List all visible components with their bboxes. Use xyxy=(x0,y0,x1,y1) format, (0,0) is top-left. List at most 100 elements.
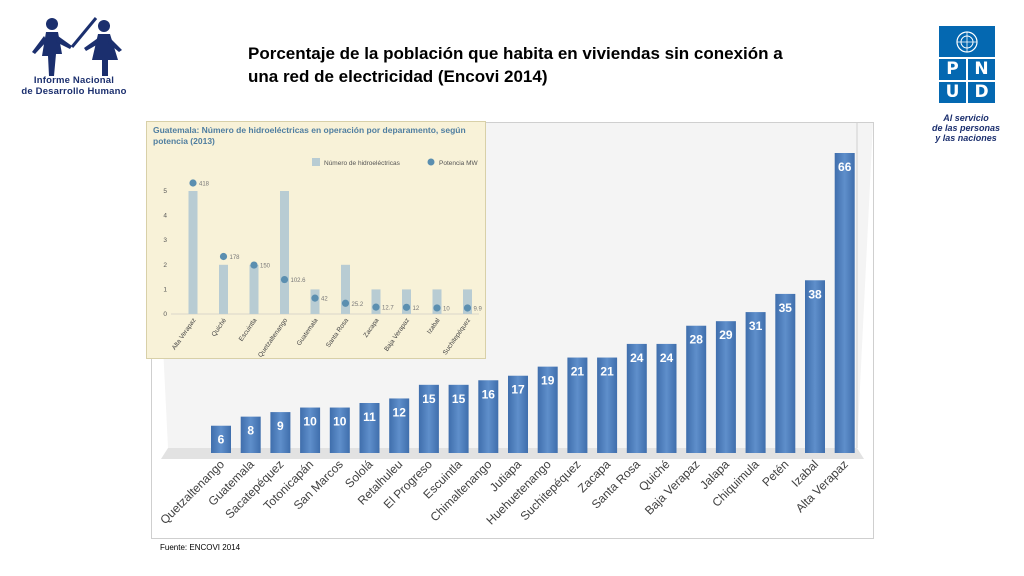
bar-value-label: 24 xyxy=(630,351,644,365)
bar-santa-rosa xyxy=(626,343,647,453)
inset-y-tick: 2 xyxy=(163,262,167,269)
bar-quetzaltenango xyxy=(211,425,231,453)
inset-y-tick: 4 xyxy=(163,213,167,220)
bar-zacapa xyxy=(597,357,618,453)
bar-value-label: 29 xyxy=(719,328,733,342)
inset-category-label: Zacapa xyxy=(362,317,380,339)
bar-chimaltenango xyxy=(478,380,499,453)
inset-bar xyxy=(432,289,442,314)
inset-point-label: 178 xyxy=(230,255,241,261)
bar-value-label: 6 xyxy=(218,433,225,447)
inset-point xyxy=(341,299,350,307)
bar-value-label: 28 xyxy=(690,333,704,347)
inset-category-label: Izabal xyxy=(426,317,442,336)
bar-value-label: 24 xyxy=(660,351,674,365)
inset-bar xyxy=(188,191,198,314)
informe-nacional-logo: Informe Nacional de Desarrollo Humano xyxy=(18,14,130,100)
un-emblem xyxy=(939,26,995,57)
inset-point-label: 9.9 xyxy=(474,306,483,312)
inset-point xyxy=(433,304,441,312)
bar-jutiapa xyxy=(508,375,528,453)
legend-label-dots: Potencia MW xyxy=(439,160,479,167)
bar-value-label: 38 xyxy=(808,287,822,301)
inset-point xyxy=(402,303,411,311)
inset-point xyxy=(463,304,472,312)
pnud-letter-p: P xyxy=(939,59,966,80)
bar-huehuetenango xyxy=(537,366,558,453)
bar-value-label: 10 xyxy=(303,415,317,429)
inset-point xyxy=(311,294,319,302)
bar-quiché xyxy=(656,343,677,453)
bar-totonicapán xyxy=(300,407,321,453)
inset-point-label: 25.2 xyxy=(352,302,364,308)
bar-retalhuleu xyxy=(389,398,410,453)
inset-bar xyxy=(402,289,411,314)
bar-value-label: 19 xyxy=(541,374,555,388)
inset-y-tick: 5 xyxy=(163,188,167,195)
inset-point-label: 10 xyxy=(443,306,450,312)
bar-alta-verapaz xyxy=(834,153,855,453)
bar-sacatepéquez xyxy=(270,412,291,453)
inset-category-label: Quetzaltenango xyxy=(257,317,289,358)
bar-guatemala xyxy=(240,416,261,453)
inset-category-label: Escuintla xyxy=(238,317,259,343)
bar-value-label: 16 xyxy=(482,387,496,401)
pnud-logo: P N U D xyxy=(939,26,995,103)
bar-value-label: 15 xyxy=(452,392,466,406)
bar-value-label: 12 xyxy=(393,405,407,419)
bar-baja-verapaz xyxy=(686,325,707,453)
pnud-tagline-2: de las personas xyxy=(931,123,1001,133)
inset-point xyxy=(219,252,228,261)
inset-bar xyxy=(463,289,472,314)
inset-point-label: 42 xyxy=(321,297,328,303)
bar-jalapa xyxy=(715,321,736,453)
inset-bar xyxy=(280,191,289,314)
inset-point-label: 418 xyxy=(199,182,210,188)
bar-value-label: 35 xyxy=(779,301,793,315)
bar-value-label: 10 xyxy=(333,415,347,429)
bar-value-label: 31 xyxy=(749,319,763,333)
legend-label-bars: Número de hidroeléctricas xyxy=(324,160,401,167)
inset-bar xyxy=(249,264,259,314)
bar-el-progreso xyxy=(418,384,439,453)
inset-category-label: Quiché xyxy=(211,317,229,338)
pnud-tagline-1: Al servicio xyxy=(943,113,989,123)
inset-y-tick: 3 xyxy=(163,237,167,244)
bar-suchitepéquez xyxy=(567,357,588,453)
bar-san-marcos xyxy=(329,407,350,453)
hydro-inset-chart: Guatemala: Número de hidroeléctricas en … xyxy=(146,121,486,359)
bar-sololá xyxy=(359,403,380,453)
pnud-tagline-3: y las naciones xyxy=(935,133,997,143)
pnud-letter-u: U xyxy=(939,82,966,103)
inset-point-label: 12.7 xyxy=(382,306,394,312)
inset-bar xyxy=(341,264,350,314)
pnud-letter-n: N xyxy=(968,59,995,80)
inset-category-label: Alta Verapaz xyxy=(171,317,198,351)
bar-value-label: 66 xyxy=(838,160,852,174)
inset-point-label: 102.6 xyxy=(291,278,307,284)
bar-value-label: 15 xyxy=(422,392,436,406)
inset-point xyxy=(372,303,380,311)
bar-chiquimula xyxy=(745,312,766,453)
main-chart-svg: 6Quetzaltenango8Guatemala9Sacatepéquez10… xyxy=(152,123,873,528)
inset-point xyxy=(189,179,197,187)
bar-value-label: 11 xyxy=(363,410,376,424)
inset-category-label: Guatemala xyxy=(296,317,320,347)
inset-point xyxy=(280,275,289,284)
pnud-tagline: Al servicio de las personas y las nacion… xyxy=(916,113,1016,143)
legend-swatch-dots xyxy=(427,158,435,166)
inset-point-label: 12 xyxy=(413,306,420,312)
bar-value-label: 9 xyxy=(277,419,284,433)
inset-y-tick: 0 xyxy=(163,311,167,318)
people-figures-icon xyxy=(32,17,122,76)
bar-izabal xyxy=(805,280,825,453)
bar-value-label: 8 xyxy=(247,424,254,438)
inset-point-label: 150 xyxy=(260,264,271,270)
inset-title: Guatemala: Número de hidroeléctricas en … xyxy=(153,125,466,146)
inset-bar xyxy=(219,264,228,314)
bar-value-label: 21 xyxy=(571,365,585,379)
inset-bar xyxy=(371,289,381,314)
un-globe-icon xyxy=(956,30,978,53)
inset-category-label: Santa Rosa xyxy=(325,317,350,349)
category-label: Petén xyxy=(759,457,791,489)
